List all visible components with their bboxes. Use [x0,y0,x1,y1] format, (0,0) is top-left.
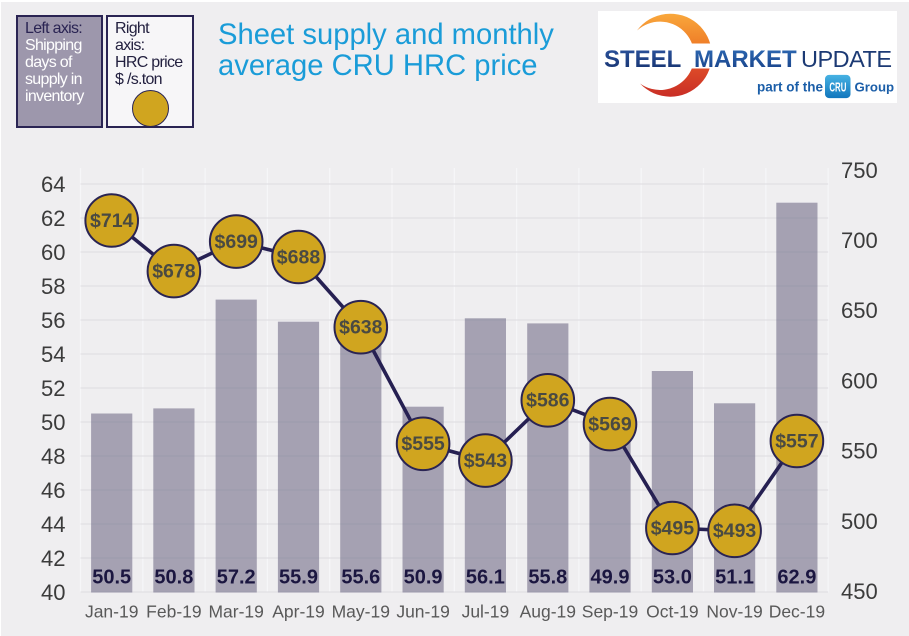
svg-text:60: 60 [41,240,65,265]
svg-text:$543: $543 [464,450,508,472]
svg-text:650: 650 [841,298,878,323]
svg-text:58: 58 [41,274,65,299]
svg-text:62: 62 [41,206,65,231]
svg-text:55.8: 55.8 [528,567,567,589]
svg-text:part of the: part of the [757,80,823,95]
svg-text:$557: $557 [775,430,818,452]
svg-text:MARKET: MARKET [694,46,797,73]
svg-text:Mar-19: Mar-19 [208,602,263,622]
svg-text:55.9: 55.9 [279,567,318,589]
svg-text:40: 40 [41,580,65,605]
svg-text:$699: $699 [215,231,259,253]
svg-text:51.1: 51.1 [715,567,754,589]
svg-text:Apr-19: Apr-19 [272,602,325,622]
svg-text:Dec-19: Dec-19 [769,602,825,622]
svg-text:$638: $638 [339,317,383,339]
svg-text:750: 750 [841,158,878,183]
svg-text:UPDATE: UPDATE [801,46,892,72]
svg-text:500: 500 [841,509,878,534]
svg-text:$678: $678 [152,260,196,282]
svg-text:50.9: 50.9 [404,567,443,589]
svg-text:600: 600 [841,368,878,393]
svg-text:STEEL: STEEL [604,46,681,73]
svg-text:50.8: 50.8 [154,567,193,589]
svg-text:50.5: 50.5 [92,567,131,589]
svg-text:700: 700 [841,228,878,253]
svg-text:Aug-19: Aug-19 [520,602,576,622]
svg-text:$586: $586 [526,390,570,412]
svg-text:Feb-19: Feb-19 [146,602,201,622]
svg-text:44: 44 [41,512,65,537]
svg-text:$495: $495 [651,517,695,539]
svg-text:46: 46 [41,478,65,503]
svg-text:Group: Group [855,80,895,95]
svg-text:56: 56 [41,308,65,333]
svg-text:56.1: 56.1 [466,567,505,589]
svg-text:Nov-19: Nov-19 [706,602,762,622]
svg-text:50: 50 [41,410,65,435]
svg-text:Jan-19: Jan-19 [85,602,139,622]
svg-text:64: 64 [41,172,65,197]
svg-text:550: 550 [841,439,878,464]
svg-text:54: 54 [41,342,65,367]
svg-text:CRU: CRU [829,81,846,95]
svg-text:Oct-19: Oct-19 [646,602,699,622]
svg-text:49.9: 49.9 [591,567,630,589]
svg-text:53.0: 53.0 [653,567,692,589]
svg-text:48: 48 [41,444,65,469]
svg-text:57.2: 57.2 [217,567,256,589]
svg-text:Jun-19: Jun-19 [396,602,450,622]
svg-text:$714: $714 [90,210,134,232]
svg-text:Jul-19: Jul-19 [462,602,510,622]
svg-text:55.6: 55.6 [341,567,380,589]
svg-text:$688: $688 [277,246,321,268]
svg-text:$493: $493 [713,520,757,542]
svg-text:52: 52 [41,376,65,401]
svg-text:62.9: 62.9 [777,567,816,589]
svg-text:$555: $555 [401,433,445,455]
svg-text:450: 450 [841,579,878,604]
svg-text:$569: $569 [588,413,632,435]
svg-text:42: 42 [41,546,65,571]
svg-text:May-19: May-19 [332,602,390,622]
svg-text:Sep-19: Sep-19 [582,602,638,622]
